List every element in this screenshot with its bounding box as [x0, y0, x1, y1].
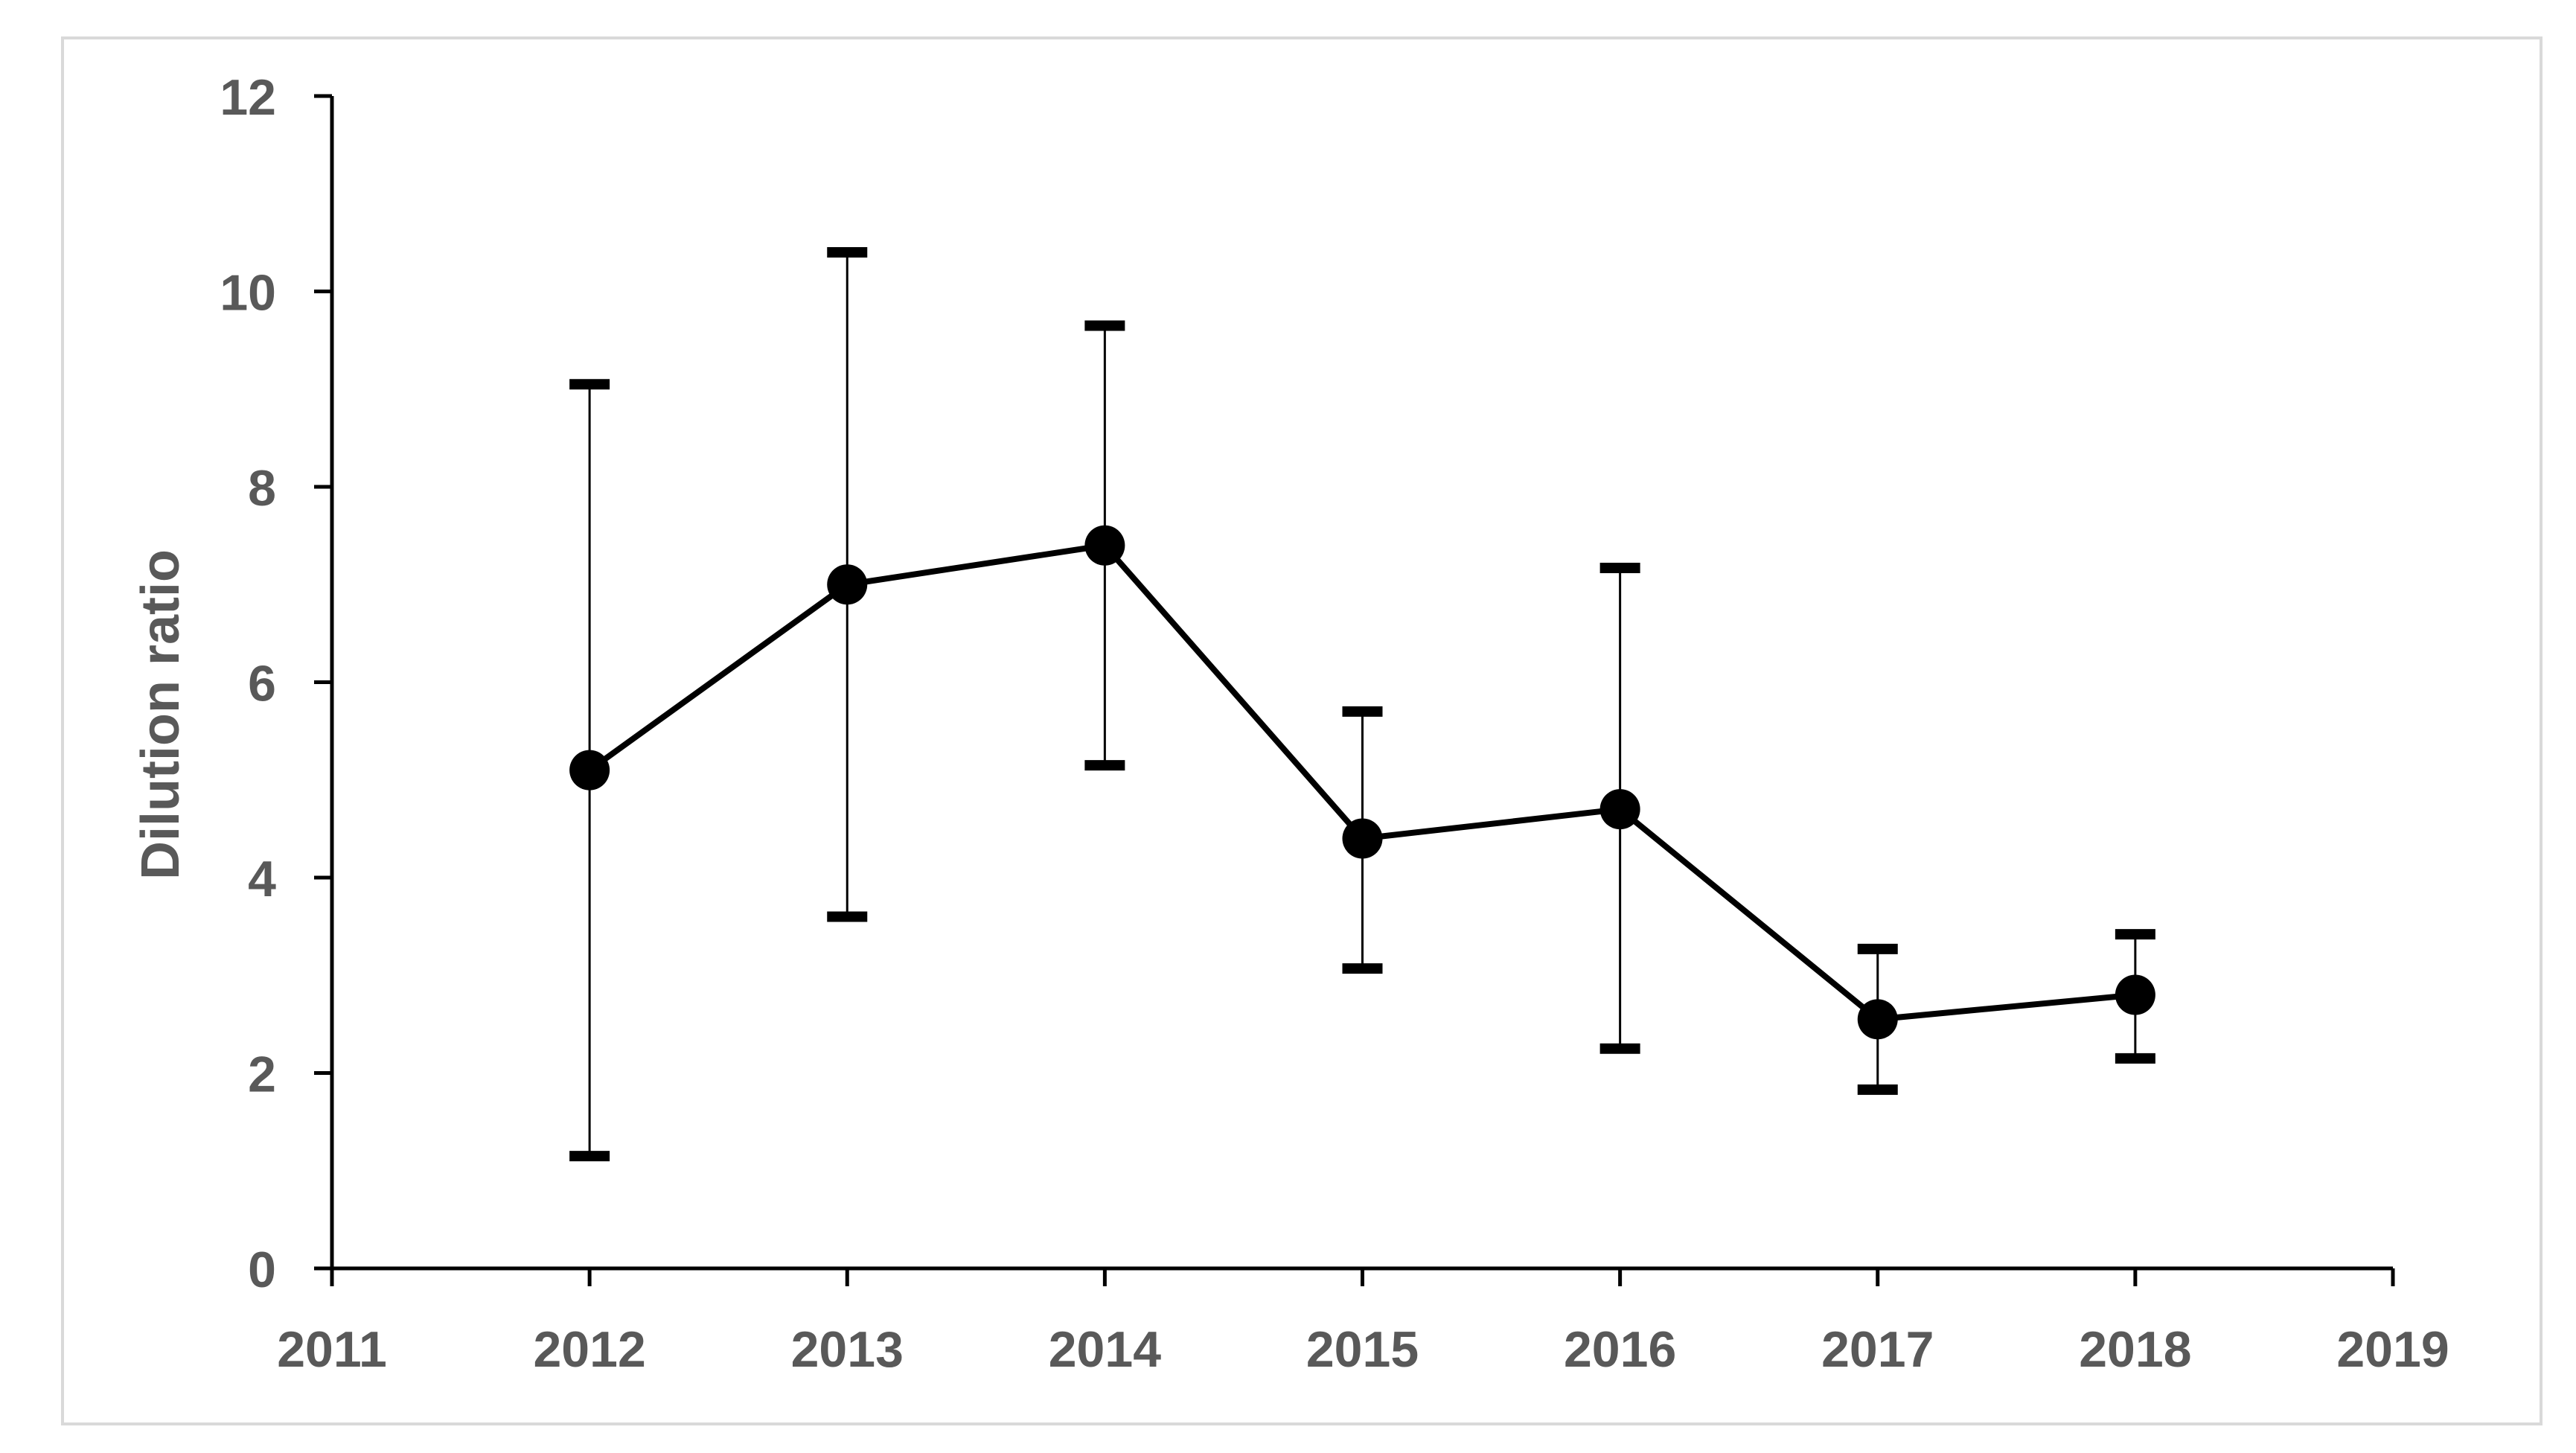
x-tick-label: 2011: [277, 1321, 387, 1378]
y-tick-label: 8: [248, 460, 276, 517]
x-tick-label: 2018: [2079, 1321, 2191, 1378]
data-point: [1599, 789, 1640, 830]
data-point: [827, 564, 868, 605]
data-point: [1857, 999, 1898, 1040]
x-tick-label: 2017: [1821, 1321, 1934, 1378]
y-tick-label: 0: [248, 1242, 276, 1298]
y-tick-label: 10: [220, 265, 276, 322]
y-axis-label: Dilution ratio: [131, 549, 191, 880]
data-markers: [569, 525, 2155, 1040]
data-point: [1342, 818, 1383, 859]
chart-border: [61, 36, 2543, 1425]
data-point: [1084, 525, 1125, 566]
x-tick-label: 2016: [1564, 1321, 1676, 1378]
x-axis-ticks: 2011 2012 2013 2014 2015 2016 2017 2018 2019: [277, 1268, 2449, 1378]
x-tick-label: 2012: [533, 1321, 645, 1378]
x-tick-label: 2013: [791, 1321, 904, 1378]
y-tick-label: 12: [220, 69, 276, 126]
data-point: [2115, 974, 2155, 1015]
y-tick-label: 6: [248, 656, 276, 712]
x-tick-label: 2014: [1049, 1321, 1161, 1378]
x-tick-label: 2015: [1306, 1321, 1419, 1378]
x-tick-label: 2019: [2336, 1321, 2449, 1378]
y-tick-label: 2: [248, 1047, 276, 1103]
data-point: [569, 750, 610, 791]
y-tick-label: 4: [248, 851, 276, 907]
y-axis-ticks: 0 2 4 6 8 10 12: [220, 69, 332, 1298]
